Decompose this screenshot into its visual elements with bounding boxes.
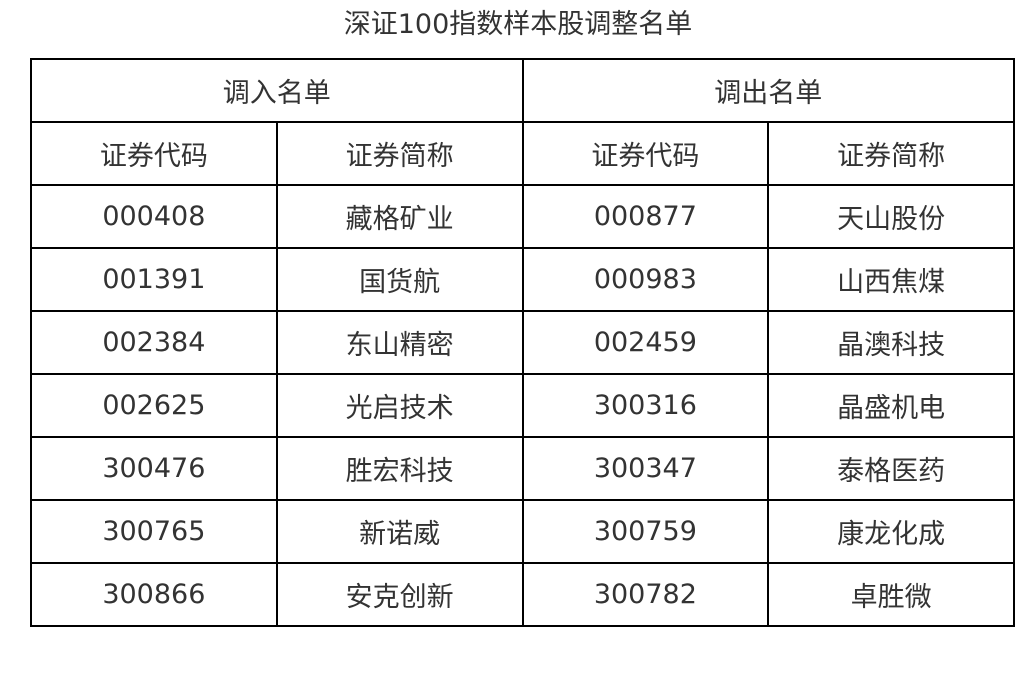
column-header: 证券代码 [521, 121, 770, 186]
out-code-cell: 000983 [521, 247, 770, 312]
in-code-cell: 300476 [30, 436, 278, 501]
out-code-cell: 002459 [521, 310, 770, 375]
out-name-cell: 卓胜微 [767, 562, 1015, 627]
in-name-cell: 安克创新 [275, 562, 524, 627]
out-code-cell: 300316 [521, 373, 770, 438]
in-code-cell: 000408 [30, 184, 278, 249]
in-code-cell: 001391 [30, 247, 278, 312]
table-row: 002384 东山精密 002459 晶澳科技 [30, 310, 1015, 375]
column-header: 证券简称 [275, 121, 524, 186]
table-row: 002625 光启技术 300316 晶盛机电 [30, 373, 1015, 438]
out-name-cell: 晶盛机电 [767, 373, 1015, 438]
table-row: 001391 国货航 000983 山西焦煤 [30, 247, 1015, 312]
table-row: 000408 藏格矿业 000877 天山股份 [30, 184, 1015, 249]
adjustment-table: 调入名单 调出名单 证券代码 证券简称 证券代码 证券简称 000408 藏格矿业… [30, 58, 1015, 627]
table-row: 300476 胜宏科技 300347 泰格医药 [30, 436, 1015, 501]
in-name-cell: 国货航 [275, 247, 524, 312]
out-code-cell: 000877 [521, 184, 770, 249]
in-name-cell: 光启技术 [275, 373, 524, 438]
group-header-row: 调入名单 调出名单 [30, 58, 1015, 123]
page-title: 深证100指数样本股调整名单 [343, 9, 693, 40]
column-header: 证券代码 [30, 121, 278, 186]
out-name-cell: 天山股份 [767, 184, 1015, 249]
out-name-cell: 山西焦煤 [767, 247, 1015, 312]
in-name-cell: 藏格矿业 [275, 184, 524, 249]
out-name-cell: 康龙化成 [767, 499, 1015, 564]
in-code-cell: 300866 [30, 562, 278, 627]
table-row: 300866 安克创新 300782 卓胜微 [30, 562, 1015, 627]
table-row: 300765 新诺威 300759 康龙化成 [30, 499, 1015, 564]
in-name-cell: 东山精密 [275, 310, 524, 375]
in-name-cell: 新诺威 [275, 499, 524, 564]
in-code-cell: 002384 [30, 310, 278, 375]
group-header-out: 调出名单 [521, 58, 1015, 123]
out-code-cell: 300347 [521, 436, 770, 501]
out-code-cell: 300759 [521, 499, 770, 564]
column-header: 证券简称 [767, 121, 1015, 186]
out-name-cell: 泰格医药 [767, 436, 1015, 501]
out-name-cell: 晶澳科技 [767, 310, 1015, 375]
out-code-cell: 300782 [521, 562, 770, 627]
in-code-cell: 002625 [30, 373, 278, 438]
in-name-cell: 胜宏科技 [275, 436, 524, 501]
in-code-cell: 300765 [30, 499, 278, 564]
group-header-in: 调入名单 [30, 58, 524, 123]
column-header-row: 证券代码 证券简称 证券代码 证券简称 [30, 121, 1015, 186]
